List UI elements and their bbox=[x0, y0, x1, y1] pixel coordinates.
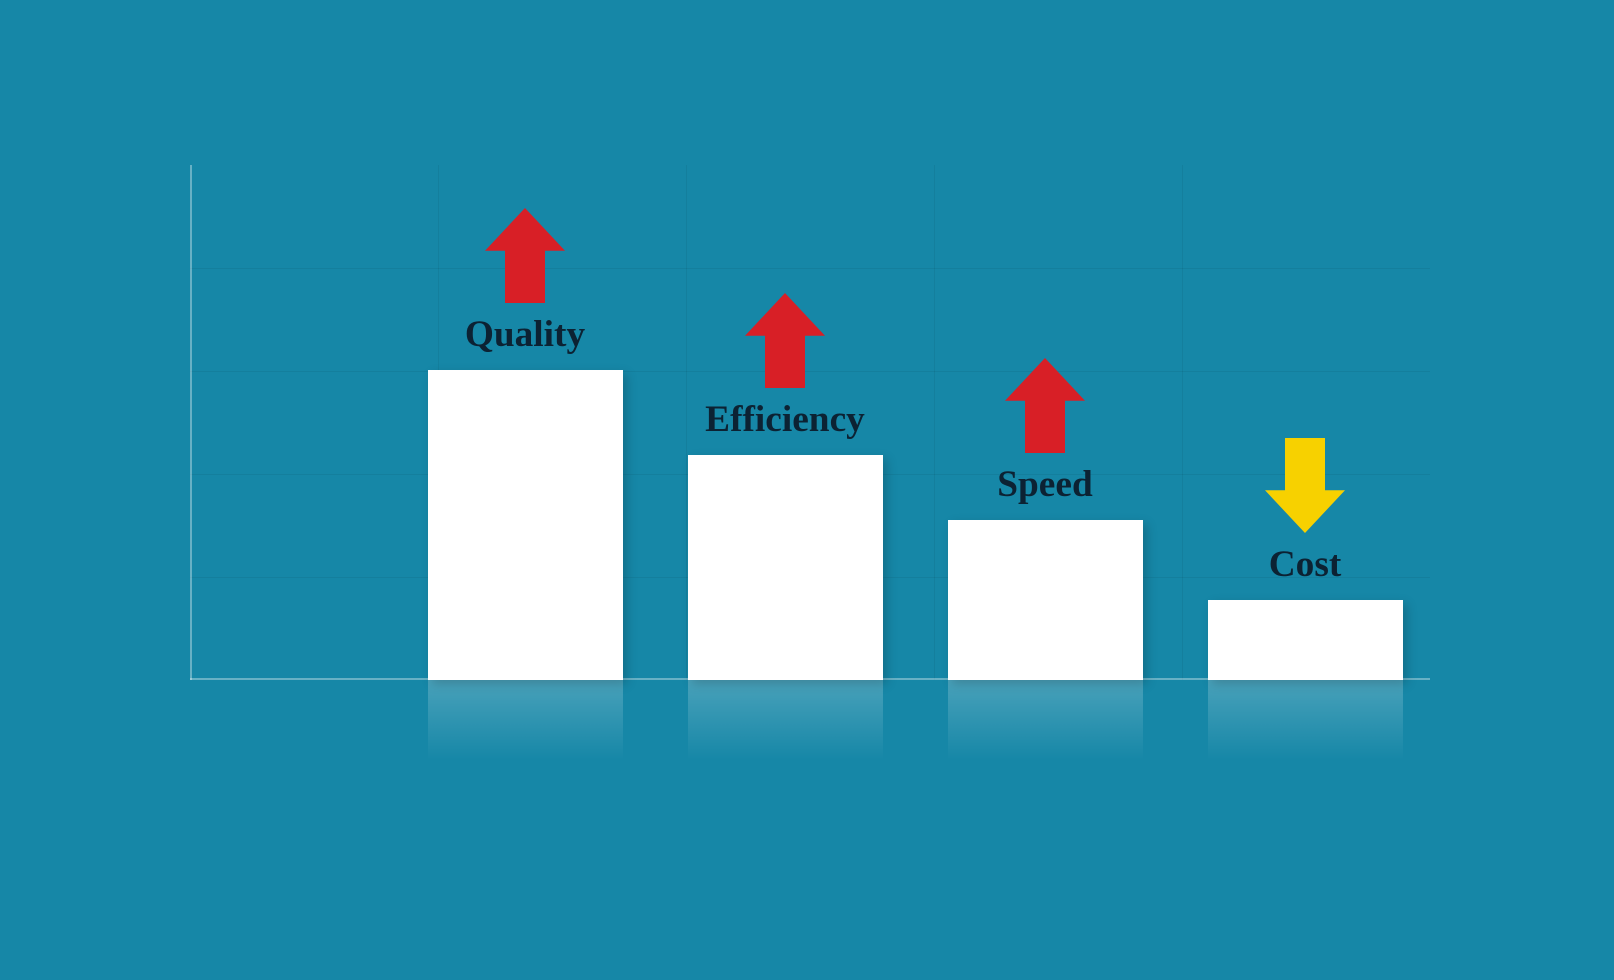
bar-label: Cost bbox=[1155, 543, 1455, 586]
bar-reflection bbox=[1208, 680, 1403, 760]
bar bbox=[948, 520, 1143, 680]
bar-reflection bbox=[948, 680, 1143, 760]
bar-label: Quality bbox=[375, 313, 675, 356]
grid-line-vertical bbox=[1182, 165, 1183, 680]
arrow-up-icon bbox=[1005, 358, 1085, 453]
bar-reflection bbox=[688, 680, 883, 760]
infographic-canvas: Quality Efficiency Speed Cost bbox=[0, 0, 1614, 980]
arrow-down-icon bbox=[1265, 438, 1345, 533]
bar-reflection bbox=[428, 680, 623, 760]
bar bbox=[428, 370, 623, 680]
arrow-up-icon bbox=[485, 208, 565, 303]
bar-label: Efficiency bbox=[635, 398, 935, 441]
y-axis bbox=[190, 165, 192, 680]
bar bbox=[1208, 600, 1403, 680]
bar-label: Speed bbox=[895, 463, 1195, 506]
chart-area: QualityEfficiencySpeedCost bbox=[190, 165, 1430, 680]
arrow-up-icon bbox=[745, 293, 825, 388]
bar bbox=[688, 455, 883, 680]
grid-line-horizontal bbox=[190, 268, 1430, 269]
